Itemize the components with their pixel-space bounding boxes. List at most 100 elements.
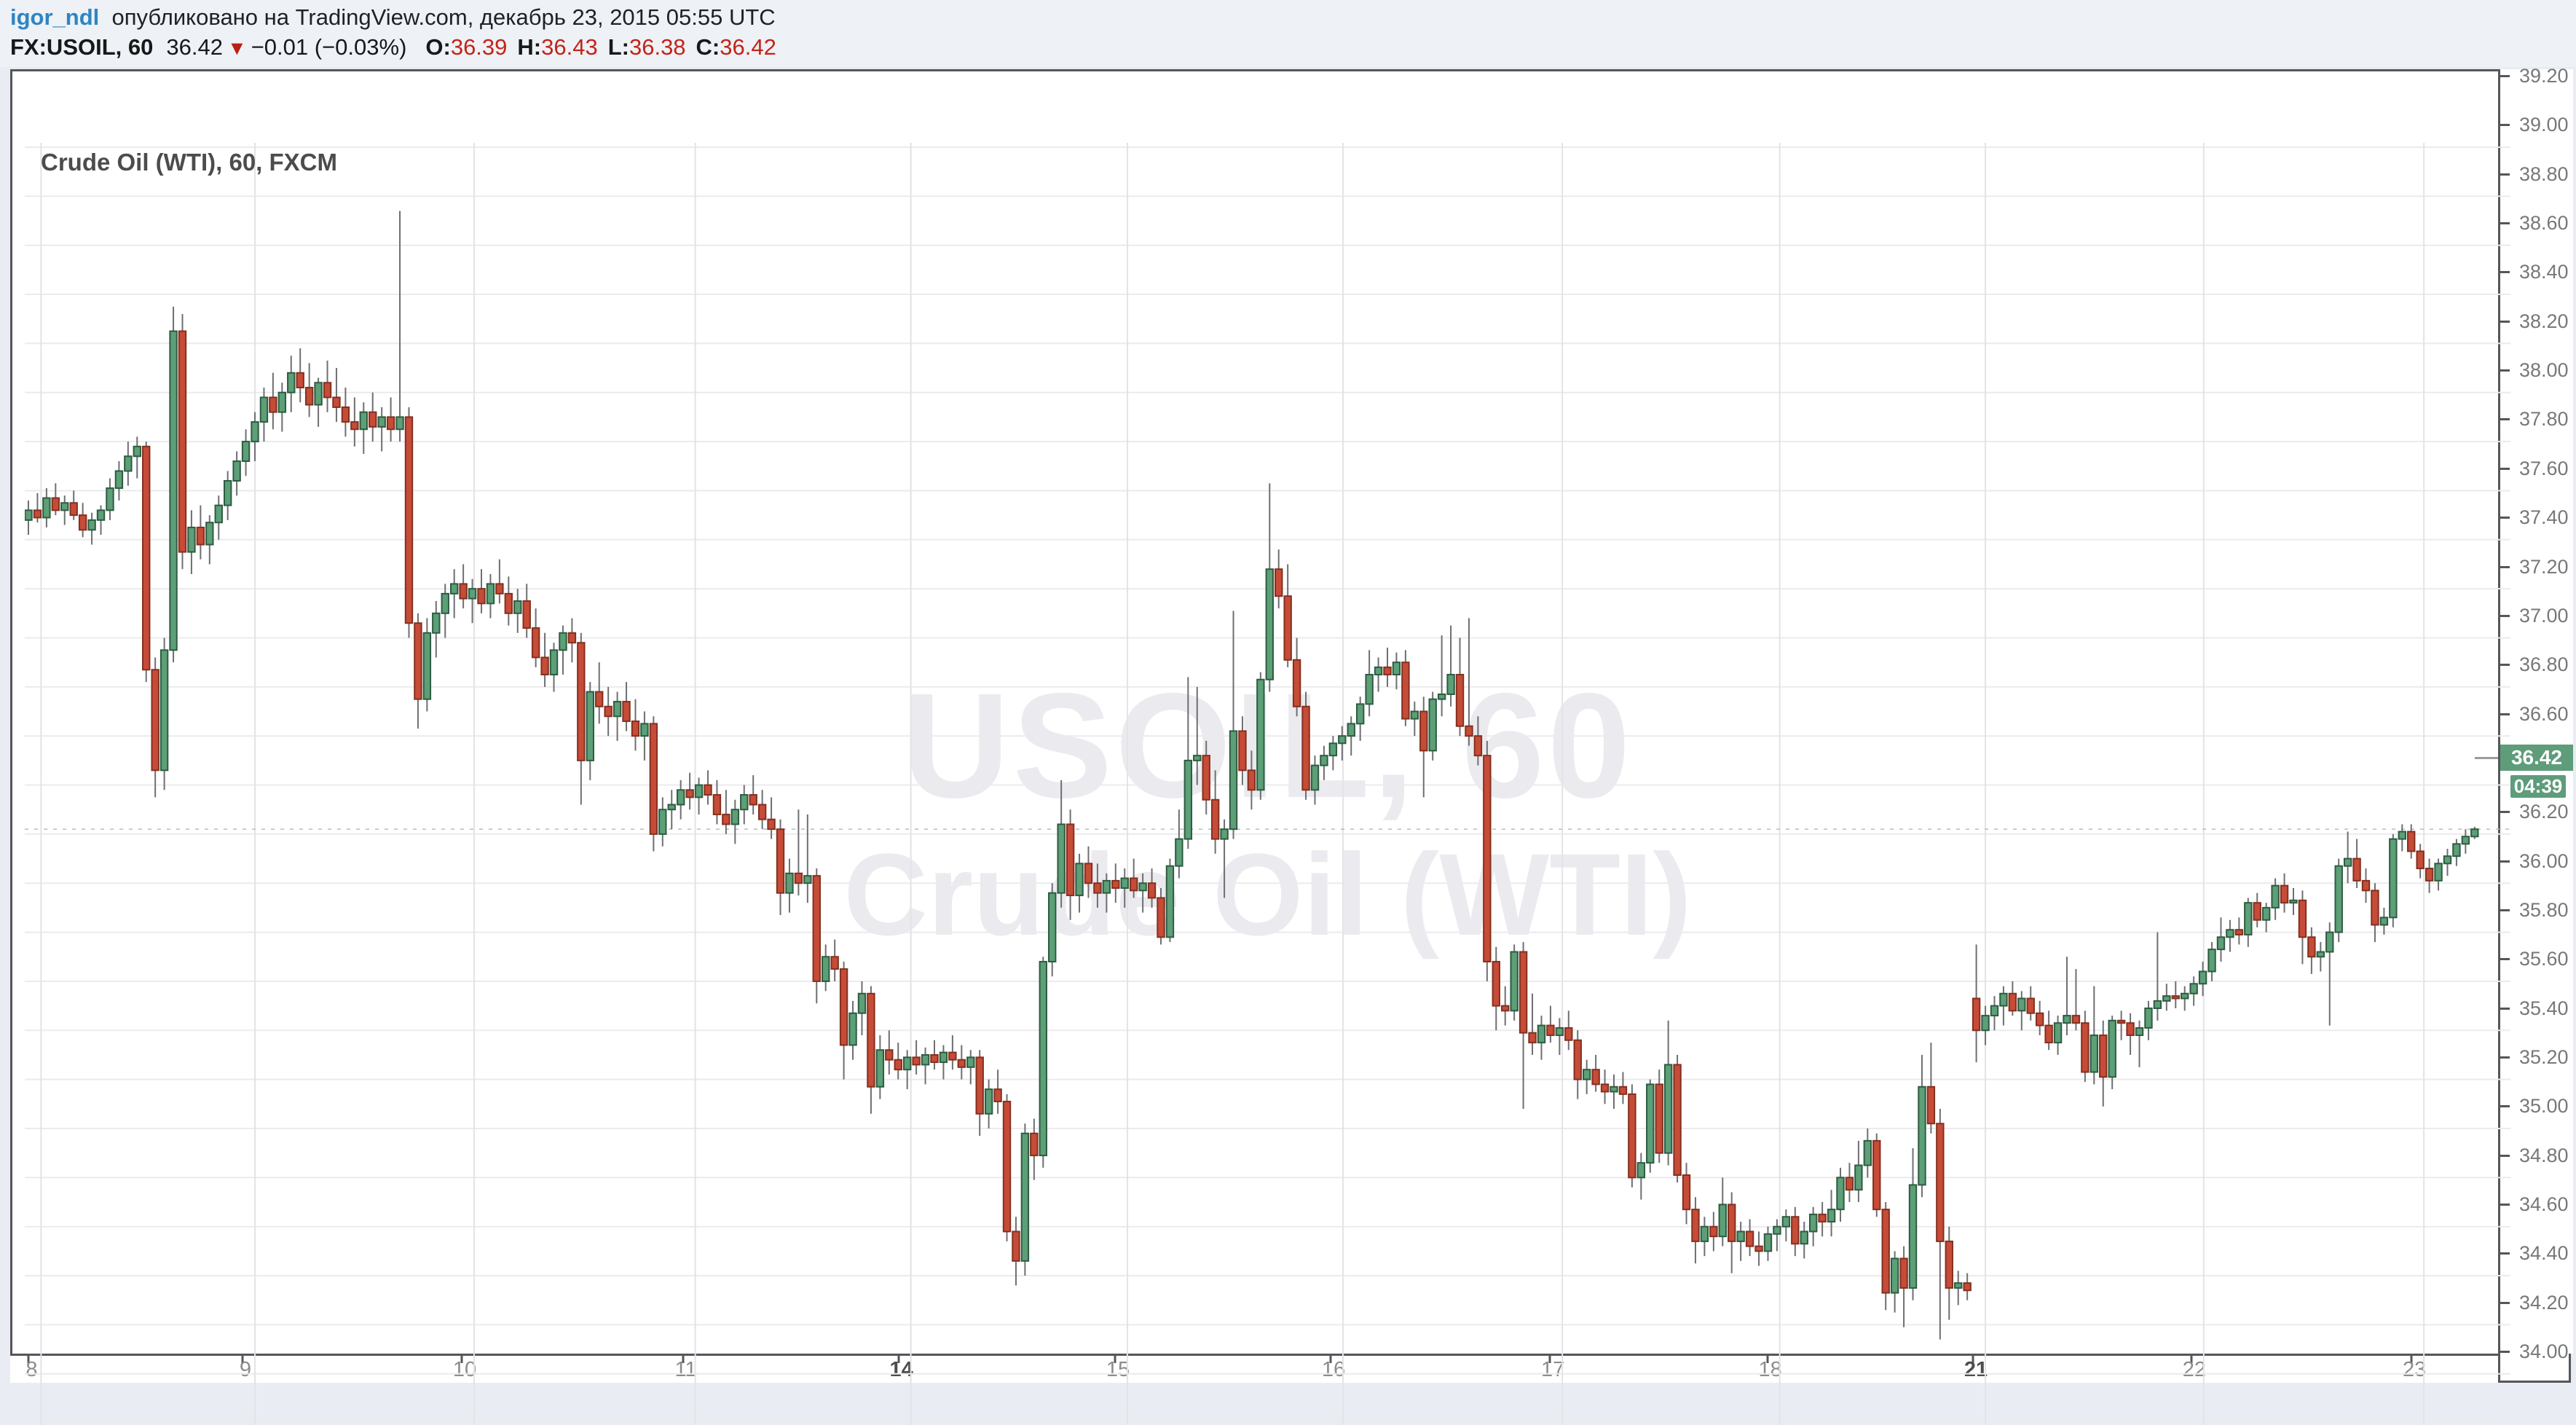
last-price-tick <box>2475 757 2498 760</box>
price-axis-label: 36.60 <box>2519 702 2569 725</box>
price-axis-label: 34.20 <box>2519 1291 2569 1314</box>
price-axis-label: 38.20 <box>2519 310 2569 332</box>
price-axis-label: 35.80 <box>2519 898 2569 921</box>
price-axis-tick <box>2500 418 2510 421</box>
time-axis-label: 18 <box>1758 1358 1782 1381</box>
time-axis-tick <box>27 1356 30 1363</box>
last-price-badge: 36.42 <box>2500 745 2573 772</box>
price-axis-tick <box>2500 271 2510 274</box>
open-value: 36.39 <box>450 34 508 60</box>
price-axis-tick <box>2500 958 2510 961</box>
price-axis-label: 38.60 <box>2519 212 2569 235</box>
price-axis-tick <box>2500 369 2510 372</box>
price-axis-label: 34.80 <box>2519 1144 2569 1166</box>
axis-separator-horizontal <box>10 1354 2498 1356</box>
price-axis-tick <box>2500 1007 2510 1010</box>
publish-info: опубликовано на TradingView.com, декабрь… <box>111 4 776 30</box>
high-value: 36.43 <box>541 34 598 60</box>
time-axis-label: 11 <box>674 1358 697 1381</box>
publish-line: igor_ndl опубликовано на TradingView.com… <box>10 4 776 31</box>
change-value: −0.01 (−0.03%) <box>251 34 407 60</box>
time-axis-label: 16 <box>1321 1358 1346 1381</box>
price-axis-tick <box>2500 320 2510 323</box>
chart-title: Crude Oil (WTI), 60, FXCM <box>41 149 338 176</box>
price-axis-tick <box>2500 1056 2510 1059</box>
price-axis-label: 36.80 <box>2519 653 2569 676</box>
time-axis-tick <box>241 1356 244 1363</box>
price-axis-tick <box>2500 517 2510 519</box>
time-axis-label: 23 <box>2402 1358 2427 1381</box>
price-axis-tick <box>2500 1204 2510 1206</box>
time-axis-tick <box>1114 1356 1116 1363</box>
last-price-value: 36.42 <box>166 34 223 60</box>
symbol-bar: FX:USOIL, 60 36.42 ▼ −0.01 (−0.03%) O: 36… <box>10 34 776 60</box>
axis-separator-vertical <box>2498 69 2500 1383</box>
price-axis-label: 36.20 <box>2519 801 2569 823</box>
time-axis-label: 10 <box>452 1358 477 1381</box>
price-axis[interactable]: 39.20 39.00 38.80 38.60 38.40 38.20 38.00 37.80… <box>2500 65 2573 1362</box>
open-label: O: <box>425 34 451 60</box>
price-axis-label: 36.00 <box>2519 849 2569 872</box>
time-axis-tick <box>1548 1356 1551 1363</box>
price-axis-label: 37.20 <box>2519 555 2569 578</box>
price-axis-label: 37.00 <box>2519 604 2569 627</box>
price-axis-label: 38.80 <box>2519 162 2569 185</box>
high-label: H: <box>517 34 542 60</box>
price-axis-tick <box>2500 173 2510 176</box>
time-axis-tick <box>1329 1356 1332 1363</box>
price-axis-label: 37.80 <box>2519 408 2569 431</box>
price-axis-tick <box>2500 124 2510 127</box>
price-chart-plot[interactable]: USOIL, 60 Crude Oil (WTI) Crude Oil (WTI… <box>25 143 2510 1425</box>
price-axis-tick <box>2500 1301 2510 1304</box>
price-axis-tick <box>2500 1252 2510 1255</box>
low-value: 36.38 <box>629 34 686 60</box>
time-axis-label: 21 <box>1963 1358 1988 1381</box>
price-axis-tick <box>2500 712 2510 715</box>
publish-bar: igor_ndl опубликовано на TradingView.com… <box>0 0 2576 67</box>
price-axis-label: 35.00 <box>2519 1095 2569 1118</box>
time-axis-label: 8 <box>25 1358 38 1381</box>
price-axis-tick <box>2500 75 2510 77</box>
candlestick-chart-svg[interactable] <box>25 143 2510 1425</box>
price-axis-tick <box>2500 1154 2510 1157</box>
time-axis[interactable]: 8 9 10 11 14 15 16 17 18 21 22 23 <box>10 1356 2498 1383</box>
low-label: L: <box>607 34 629 60</box>
price-axis-tick <box>2500 811 2510 814</box>
time-axis-tick <box>897 1356 900 1363</box>
time-axis-label: 22 <box>2182 1358 2206 1381</box>
price-axis-tick <box>2500 908 2510 911</box>
author-link[interactable]: igor_ndl <box>10 4 100 30</box>
time-axis-label: 14 <box>889 1358 913 1381</box>
price-axis-label: 39.20 <box>2519 65 2569 87</box>
price-axis-label: 39.00 <box>2519 114 2569 136</box>
price-axis-tick <box>2500 565 2510 568</box>
symbol-title[interactable]: FX:USOIL, 60 <box>10 34 154 60</box>
price-axis-label: 35.20 <box>2519 1046 2569 1068</box>
time-axis-label: 15 <box>1106 1358 1130 1381</box>
bar-countdown-badge: 04:39 <box>2510 775 2566 798</box>
candlestick-series <box>25 211 2479 1340</box>
price-axis-label: 37.40 <box>2519 506 2569 529</box>
time-axis-tick <box>682 1356 685 1363</box>
price-axis-tick <box>2500 664 2510 667</box>
time-axis-label: 17 <box>1540 1358 1565 1381</box>
price-axis-label: 34.40 <box>2519 1242 2569 1265</box>
price-axis-tick <box>2500 1351 2510 1354</box>
price-axis-label: 38.00 <box>2519 359 2569 382</box>
grid <box>25 143 2510 1425</box>
price-axis-tick <box>2500 467 2510 470</box>
time-axis-label: 9 <box>239 1358 252 1381</box>
direction-down-icon: ▼ <box>227 37 247 59</box>
price-axis-tick <box>2500 222 2510 225</box>
price-axis-label: 34.00 <box>2519 1340 2569 1363</box>
time-axis-tick <box>2410 1356 2413 1363</box>
time-axis-tick <box>1766 1356 1769 1363</box>
time-axis-tick <box>2190 1356 2193 1363</box>
price-axis-tick <box>2500 614 2510 617</box>
time-axis-tick <box>460 1356 463 1363</box>
close-label: C: <box>696 34 720 60</box>
publish-text <box>106 4 112 30</box>
price-axis-label: 38.40 <box>2519 261 2569 283</box>
price-axis-label: 37.60 <box>2519 457 2569 479</box>
